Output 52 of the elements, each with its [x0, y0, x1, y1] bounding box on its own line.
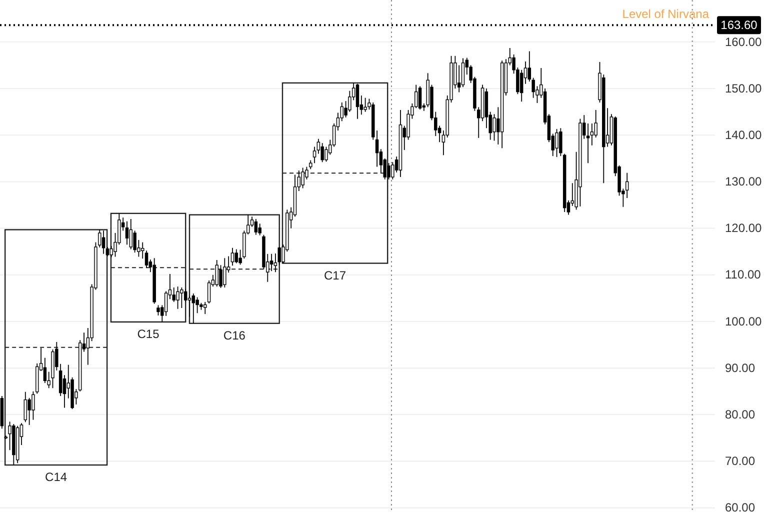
y-tick-label: 70.00	[725, 454, 756, 468]
candlestick	[144, 250, 148, 268]
y-tick-label: 160.00	[725, 34, 762, 49]
candlestick	[192, 293, 196, 324]
y-tick-label: 100.00	[725, 314, 762, 328]
annotation: C15	[137, 326, 160, 341]
candlestick	[207, 280, 211, 304]
candlestick	[140, 242, 144, 260]
annotation: C17	[324, 268, 346, 282]
y-tick-label: 110.00	[725, 268, 762, 282]
candlestick	[375, 130, 379, 168]
candlestick	[156, 304, 160, 316]
candlestick	[254, 218, 258, 236]
candlestick	[457, 64, 461, 93]
candlestick	[110, 246, 113, 258]
candlestick	[28, 397, 31, 426]
candlestick	[230, 247, 234, 266]
annotation: C16	[223, 328, 246, 342]
candlestick	[125, 220, 129, 246]
ref-line-label: Level of Nirvana	[622, 7, 710, 22]
candlestick	[204, 301, 207, 314]
y-tick-label: 130.00	[725, 174, 762, 189]
candlestick	[8, 421, 12, 451]
candlestick	[176, 286, 180, 310]
candlestick	[188, 295, 192, 318]
candlestick	[234, 248, 238, 264]
candlestick	[559, 128, 562, 157]
candlestick	[180, 287, 184, 308]
candlestick	[102, 230, 106, 254]
candlestick	[164, 290, 168, 316]
annotation: C14	[45, 470, 68, 484]
y-tick-label: 90.00	[725, 360, 756, 375]
candlestick	[270, 253, 274, 272]
candlestick	[43, 357, 47, 384]
y-tick-label: 80.00	[725, 408, 756, 422]
y-tick-label: 120.00	[725, 221, 762, 236]
candlestick	[418, 86, 422, 110]
candlestick	[356, 83, 360, 120]
y-tick-label: 150.00	[725, 81, 762, 96]
candlestick	[387, 162, 390, 180]
candlestick	[62, 374, 66, 408]
candlestick	[364, 97, 367, 112]
candlestick	[106, 246, 110, 257]
candlestick	[258, 223, 262, 236]
y-tick-label: 140.00	[725, 128, 762, 142]
candlestick	[184, 288, 188, 302]
candlestick	[320, 142, 324, 163]
y-tick-label: 60.00	[725, 500, 756, 513]
candlestick	[586, 123, 590, 164]
candlestick	[520, 69, 524, 102]
candlestick	[312, 146, 316, 164]
annotation: 163.60	[720, 18, 758, 32]
